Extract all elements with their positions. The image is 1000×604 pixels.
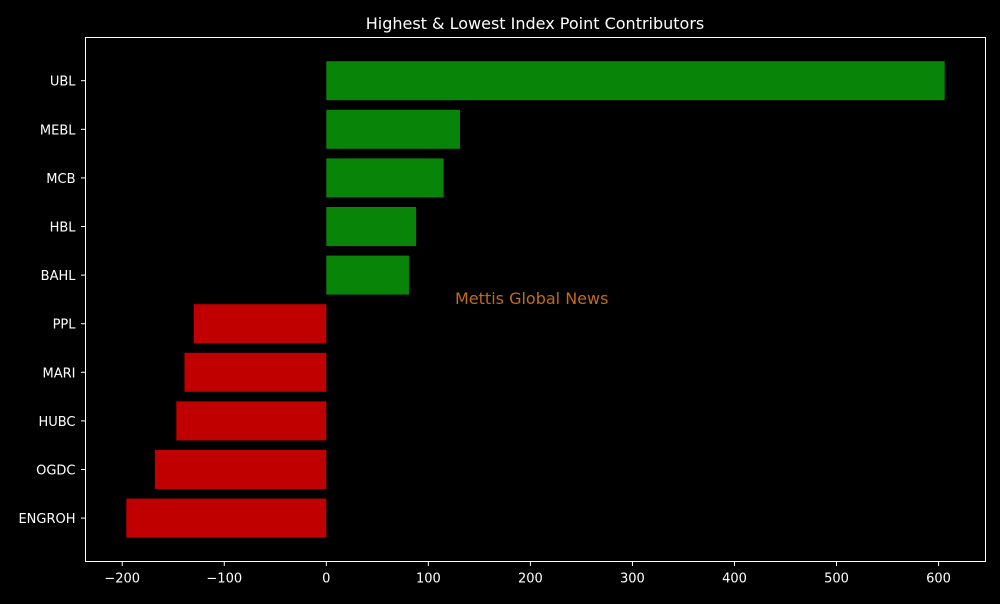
- y-tick-label: OGDC: [36, 464, 75, 479]
- x-tick-label: 200: [518, 572, 543, 587]
- bar-mcb: [326, 158, 444, 198]
- x-axis-ticks: −200 −100 0 100 200 300 400 500 600: [104, 561, 951, 587]
- y-tick-label: HUBC: [38, 415, 75, 430]
- bar-ogdc: [154, 450, 327, 489]
- x-tick-label: −100: [206, 572, 242, 587]
- x-tick-label: 100: [416, 572, 441, 587]
- bar-mari: [184, 352, 327, 392]
- bar-ubl: [326, 61, 945, 101]
- y-axis-ticks: UBL MEBL MCB HBL BAHL PPL MARI HUBC OGDC ENGROH: [18, 75, 86, 527]
- bars-group: [126, 61, 945, 538]
- bar-hbl: [326, 207, 417, 246]
- bar-mebl: [326, 109, 460, 149]
- bar-engroh: [126, 498, 327, 538]
- plot-frame: [85, 37, 986, 562]
- y-tick-label: HBL: [50, 221, 77, 236]
- x-tick-label: 300: [620, 572, 645, 587]
- y-tick-label: BAHL: [41, 269, 77, 284]
- y-tick-label: ENGROH: [18, 512, 75, 527]
- y-tick-label: UBL: [50, 75, 76, 90]
- x-tick-label: 500: [824, 572, 849, 587]
- x-tick-label: −200: [104, 572, 140, 587]
- x-tick-label: 400: [722, 572, 747, 587]
- y-tick-label: MCB: [46, 172, 75, 187]
- y-tick-label: MARI: [43, 366, 76, 381]
- x-tick-label: 0: [322, 572, 330, 587]
- y-tick-label: PPL: [53, 318, 77, 333]
- bar-ppl: [193, 304, 327, 344]
- bar-bahl: [326, 255, 409, 295]
- x-tick-label: 600: [926, 572, 951, 587]
- chart-title: Highest & Lowest Index Point Contributor…: [366, 14, 705, 33]
- y-tick-label: MEBL: [40, 123, 76, 138]
- watermark: Mettis Global News: [455, 289, 608, 308]
- bar-hubc: [176, 401, 327, 441]
